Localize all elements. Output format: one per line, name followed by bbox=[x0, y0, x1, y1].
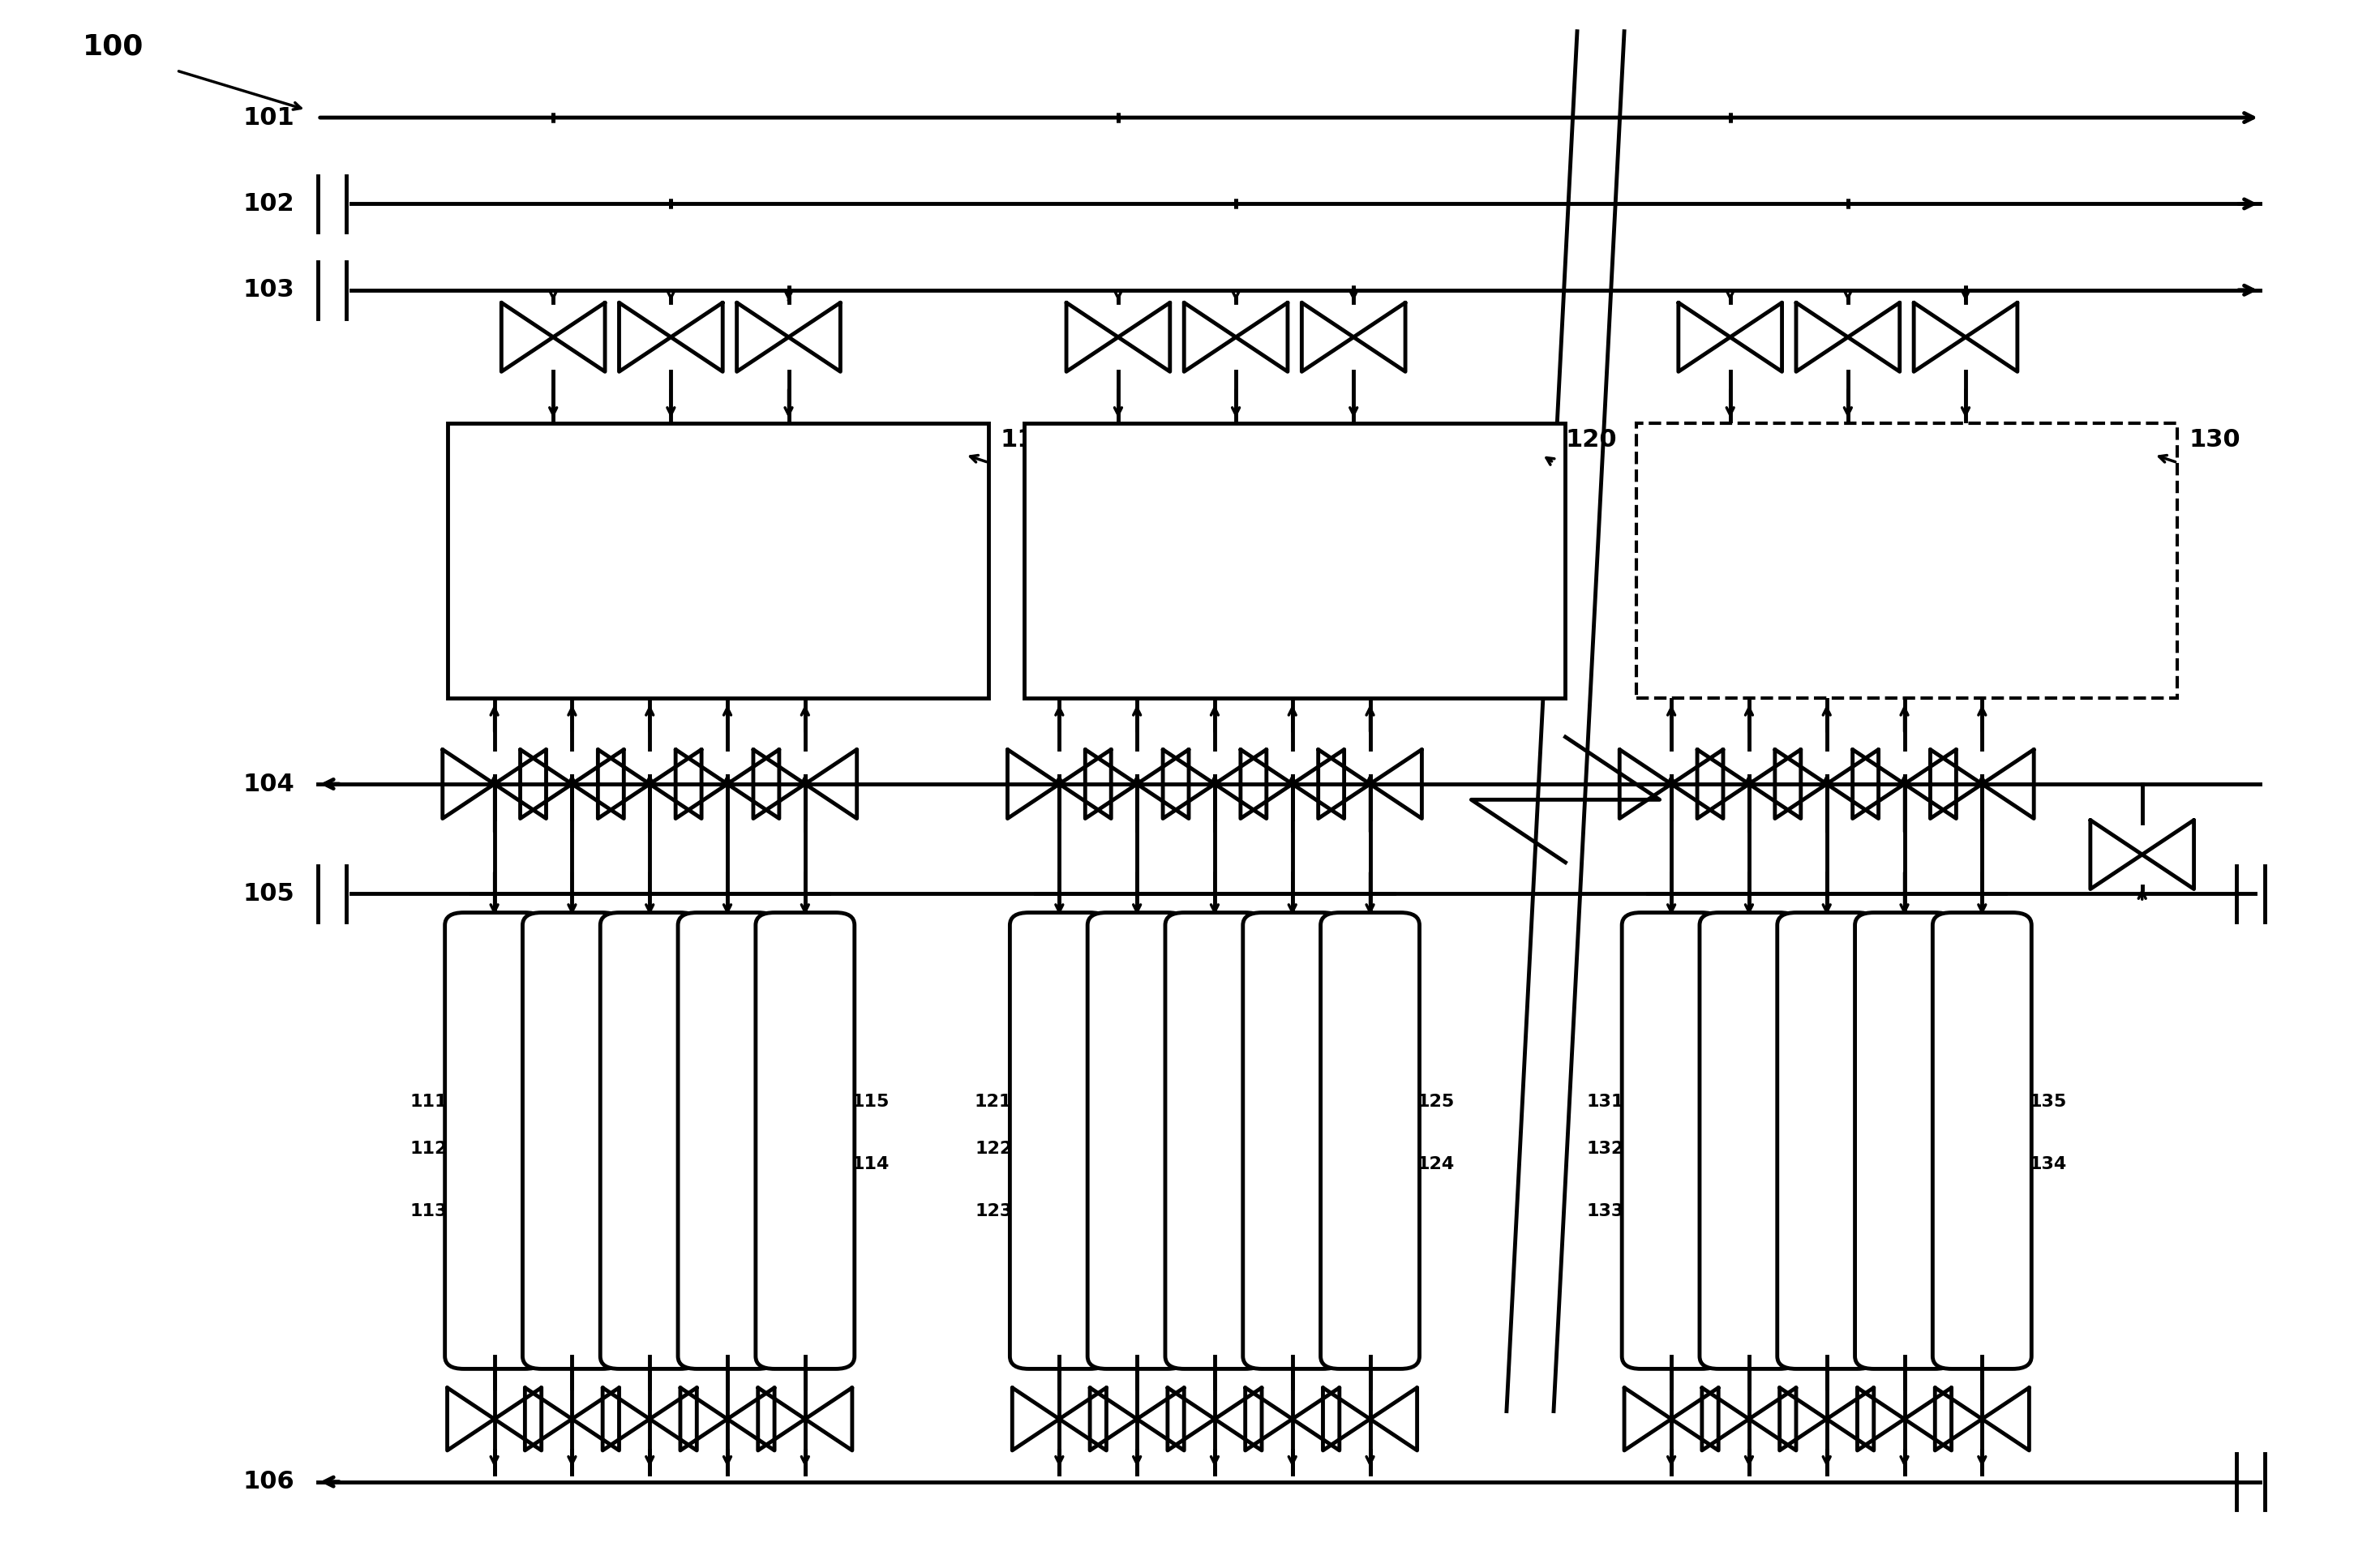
Text: 132: 132 bbox=[1587, 1140, 1624, 1157]
Text: 110: 110 bbox=[1000, 428, 1052, 452]
Text: 131: 131 bbox=[1587, 1093, 1624, 1110]
FancyBboxPatch shape bbox=[1321, 913, 1419, 1369]
Text: 125: 125 bbox=[1417, 1093, 1455, 1110]
FancyBboxPatch shape bbox=[445, 913, 544, 1369]
Text: 102: 102 bbox=[242, 193, 294, 215]
Text: 105: 105 bbox=[242, 883, 294, 905]
Text: 115: 115 bbox=[852, 1093, 890, 1110]
Text: 111: 111 bbox=[410, 1093, 447, 1110]
FancyBboxPatch shape bbox=[1777, 913, 1876, 1369]
FancyBboxPatch shape bbox=[1010, 913, 1109, 1369]
Bar bbox=[1024, 423, 1565, 698]
Text: 122: 122 bbox=[975, 1140, 1012, 1157]
FancyBboxPatch shape bbox=[756, 913, 855, 1369]
Text: 130: 130 bbox=[2189, 428, 2241, 452]
FancyBboxPatch shape bbox=[678, 913, 777, 1369]
FancyBboxPatch shape bbox=[1700, 913, 1798, 1369]
Text: 124: 124 bbox=[1417, 1156, 1455, 1173]
Text: 114: 114 bbox=[852, 1156, 890, 1173]
FancyBboxPatch shape bbox=[1243, 913, 1342, 1369]
Bar bbox=[1636, 423, 2177, 698]
Text: 121: 121 bbox=[975, 1093, 1012, 1110]
Text: 104: 104 bbox=[242, 773, 294, 795]
Text: 120: 120 bbox=[1565, 428, 1617, 452]
Text: 133: 133 bbox=[1587, 1203, 1624, 1220]
Text: 100: 100 bbox=[82, 33, 144, 61]
Text: 134: 134 bbox=[2029, 1156, 2067, 1173]
Text: 103: 103 bbox=[242, 279, 294, 301]
FancyBboxPatch shape bbox=[600, 913, 699, 1369]
Text: 106: 106 bbox=[242, 1471, 294, 1493]
FancyBboxPatch shape bbox=[1088, 913, 1186, 1369]
Text: 135: 135 bbox=[2029, 1093, 2067, 1110]
FancyBboxPatch shape bbox=[1165, 913, 1264, 1369]
FancyBboxPatch shape bbox=[1933, 913, 2032, 1369]
FancyBboxPatch shape bbox=[1855, 913, 1954, 1369]
FancyBboxPatch shape bbox=[1622, 913, 1721, 1369]
Text: 113: 113 bbox=[410, 1203, 447, 1220]
Text: 112: 112 bbox=[410, 1140, 447, 1157]
Text: 123: 123 bbox=[975, 1203, 1012, 1220]
FancyBboxPatch shape bbox=[523, 913, 621, 1369]
Bar bbox=[447, 423, 989, 698]
Text: 101: 101 bbox=[242, 107, 294, 129]
